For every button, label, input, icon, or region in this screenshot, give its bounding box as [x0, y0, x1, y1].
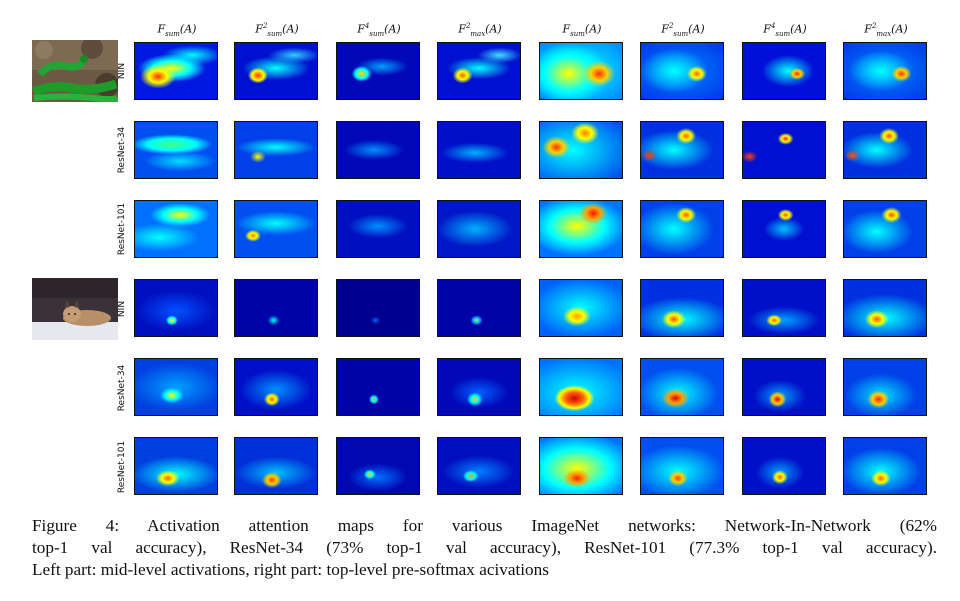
caption-line-2: top-1 val accuracy), ResNet-34 (73% top-…	[32, 538, 937, 557]
hdr-base: F	[157, 22, 166, 36]
column-header-8: F2max(A)	[864, 22, 908, 38]
column-header-2: F2sum(A)	[255, 22, 299, 38]
attention-map	[742, 279, 826, 337]
attention-map	[234, 279, 318, 337]
attention-map	[640, 279, 724, 337]
attention-map	[843, 42, 927, 100]
attention-map	[134, 437, 218, 495]
attention-map	[336, 42, 420, 100]
attention-map	[437, 437, 521, 495]
attention-map	[134, 200, 218, 258]
attention-map	[134, 358, 218, 416]
attention-map	[437, 200, 521, 258]
attention-map	[437, 121, 521, 179]
attention-map	[437, 358, 521, 416]
attention-map	[134, 42, 218, 100]
attention-map	[742, 200, 826, 258]
attention-map	[640, 42, 724, 100]
caption-line-3: Left part: mid-level activations, right …	[32, 560, 549, 579]
lynx-photo	[32, 278, 118, 340]
lynx-image	[32, 278, 118, 340]
attention-map	[843, 358, 927, 416]
attention-map	[336, 358, 420, 416]
attention-map	[742, 42, 826, 100]
attention-map	[843, 200, 927, 258]
attention-map	[437, 42, 521, 100]
row-label-4: NIN	[117, 300, 127, 318]
attention-map	[539, 121, 623, 179]
row-label-2: ResNet-34	[117, 126, 127, 174]
column-header-5: Fsum(A)	[562, 22, 602, 38]
attention-map	[539, 200, 623, 258]
attention-map	[437, 279, 521, 337]
attention-map	[539, 437, 623, 495]
column-header-1: Fsum(A)	[157, 22, 197, 38]
column-header-6: F2sum(A)	[661, 22, 705, 38]
attention-map	[539, 279, 623, 337]
attention-map	[742, 358, 826, 416]
attention-map	[336, 121, 420, 179]
column-header-7: F4sum(A)	[763, 22, 807, 38]
attention-map	[843, 121, 927, 179]
caption-line-1: Figure 4: Activation attention maps for …	[32, 516, 937, 535]
attention-map	[640, 358, 724, 416]
attention-map	[336, 279, 420, 337]
attention-map	[336, 200, 420, 258]
attention-map	[134, 121, 218, 179]
row-label-6: ResNet-101	[117, 440, 127, 494]
attention-map	[336, 437, 420, 495]
attention-map	[234, 358, 318, 416]
attention-map	[134, 279, 218, 337]
attention-map	[640, 437, 724, 495]
figure-caption: Figure 4: Activation attention maps for …	[32, 515, 937, 581]
attention-map-figure: Fsum(A) F2sum(A) F4sum(A) F2max(A) Fsum(…	[32, 22, 927, 495]
attention-map	[640, 200, 724, 258]
snake-photo	[32, 40, 118, 102]
row-label-3: ResNet-101	[117, 202, 127, 256]
attention-map	[539, 358, 623, 416]
attention-map	[234, 121, 318, 179]
column-header-3: F4sum(A)	[357, 22, 401, 38]
row-label-1: NIN	[117, 62, 127, 80]
attention-map	[742, 437, 826, 495]
attention-map	[234, 437, 318, 495]
snake-image	[32, 40, 118, 102]
attention-map	[843, 437, 927, 495]
column-header-4: F2max(A)	[458, 22, 502, 38]
attention-map	[843, 279, 927, 337]
row-label-5: ResNet-34	[117, 364, 127, 412]
attention-map	[234, 200, 318, 258]
attention-map	[234, 42, 318, 100]
attention-map	[640, 121, 724, 179]
attention-map	[742, 121, 826, 179]
attention-map	[539, 42, 623, 100]
